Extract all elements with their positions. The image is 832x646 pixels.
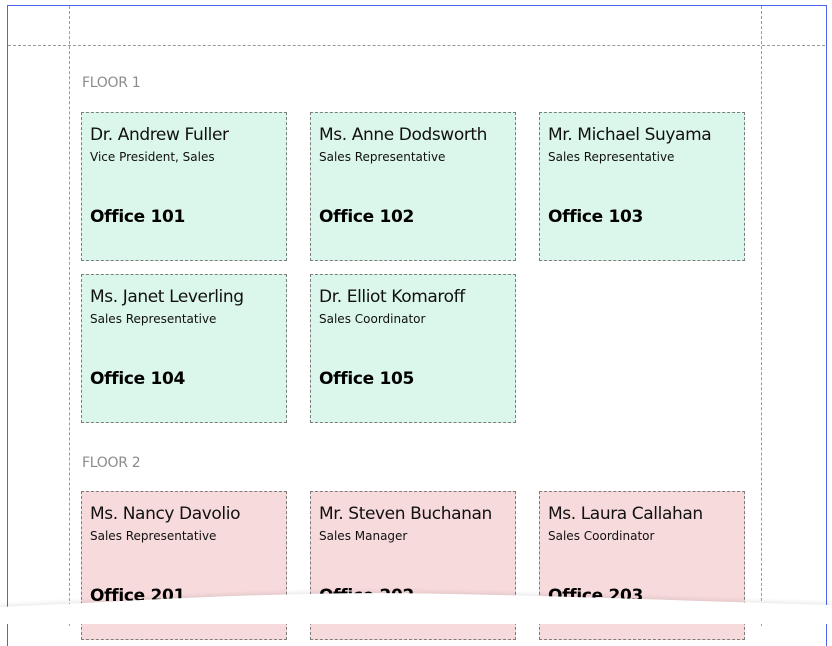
employee-name: Mr. Steven Buchanan xyxy=(319,504,492,524)
employee-name: Ms. Laura Callahan xyxy=(548,504,703,524)
office-card: Mr. Steven Buchanan Sales Manager Office… xyxy=(310,491,516,640)
floor-label: FLOOR 1 xyxy=(82,75,141,91)
employee-title: Sales Coordinator xyxy=(319,312,426,326)
employee-name: Ms. Nancy Davolio xyxy=(90,504,241,524)
office-number: Office 104 xyxy=(90,369,186,389)
office-number: Office 101 xyxy=(90,207,186,227)
employee-name: Ms. Janet Leverling xyxy=(90,287,244,307)
office-card: Ms. Laura Callahan Sales Coordinator Off… xyxy=(539,491,745,640)
office-number: Office 102 xyxy=(319,207,415,227)
employee-name: Ms. Anne Dodsworth xyxy=(319,125,488,145)
office-card: Dr. Elliot Komaroff Sales Coordinator Of… xyxy=(310,274,516,423)
office-card: Dr. Andrew Fuller Vice President, Sales … xyxy=(81,112,287,261)
employee-title: Sales Representative xyxy=(319,150,446,164)
employee-title: Sales Representative xyxy=(90,529,217,543)
employee-title: Sales Manager xyxy=(319,529,408,543)
office-number: Office 105 xyxy=(319,369,415,389)
office-number: Office 202 xyxy=(319,586,415,606)
employee-title: Sales Representative xyxy=(548,150,675,164)
employee-name: Mr. Michael Suyama xyxy=(548,125,712,145)
employee-name: Dr. Andrew Fuller xyxy=(90,125,229,145)
office-card: Ms. Janet Leverling Sales Representative… xyxy=(81,274,287,423)
right-margin-guide xyxy=(761,6,762,626)
employee-title: Sales Coordinator xyxy=(548,529,655,543)
office-card: Ms. Nancy Davolio Sales Representative O… xyxy=(81,491,287,640)
floor-label: FLOOR 2 xyxy=(82,455,141,471)
office-number: Office 203 xyxy=(548,586,644,606)
office-card: Mr. Michael Suyama Sales Representative … xyxy=(539,112,745,261)
top-margin-guide xyxy=(8,45,825,46)
employee-title: Sales Representative xyxy=(90,312,217,326)
employee-title: Vice President, Sales xyxy=(90,150,215,164)
employee-name: Dr. Elliot Komaroff xyxy=(319,287,465,307)
office-card: Ms. Anne Dodsworth Sales Representative … xyxy=(310,112,516,261)
office-number: Office 201 xyxy=(90,586,186,606)
left-margin-guide xyxy=(69,6,70,626)
office-number: Office 103 xyxy=(548,207,644,227)
